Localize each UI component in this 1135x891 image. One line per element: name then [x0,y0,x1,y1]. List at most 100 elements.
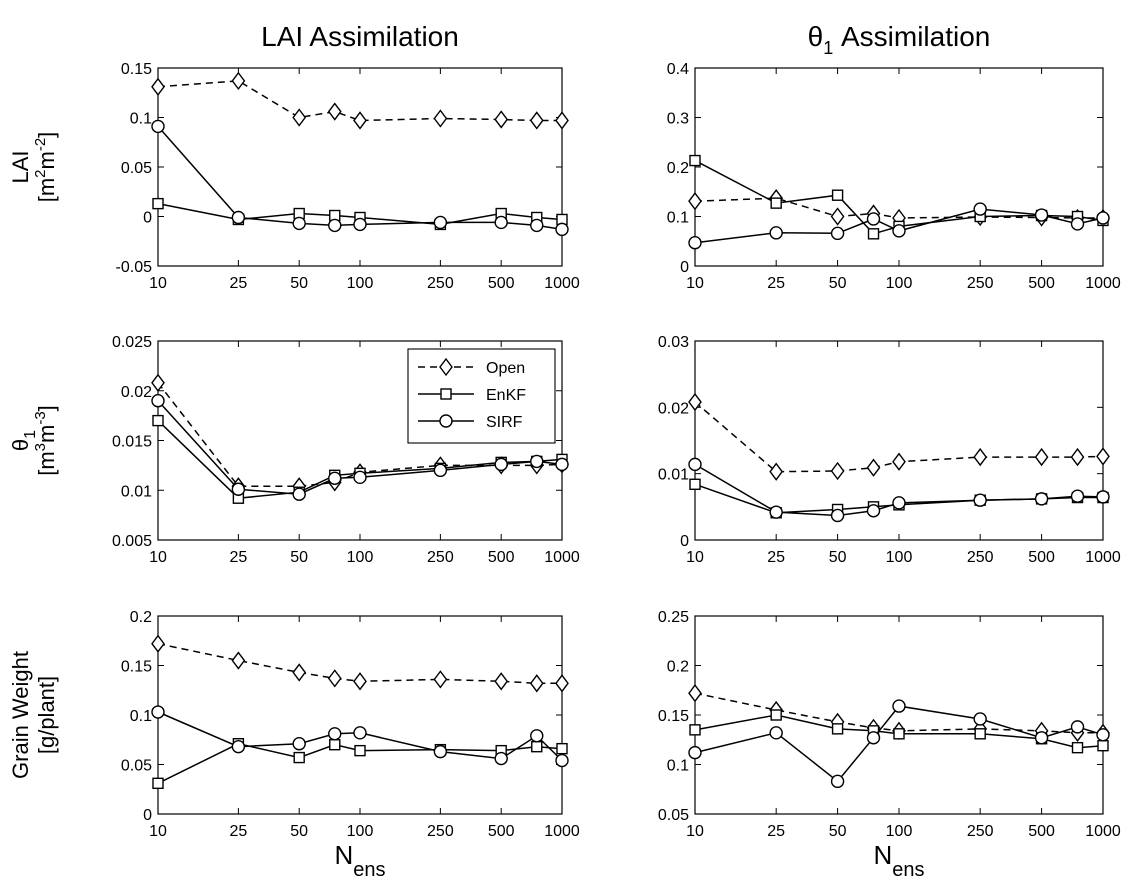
data-point-open [151,634,165,653]
data-point-open [1070,447,1085,467]
x-tick-label: 25 [229,275,247,292]
data-point-enkf [770,197,782,209]
data-point-enkf [867,228,880,240]
data-point-sirf [830,774,845,789]
data-point-open [494,110,509,129]
data-point-sirf [769,726,783,740]
x-tick-label: 250 [427,275,454,292]
legend-box [407,348,556,444]
data-point-enkf [831,723,844,735]
panel-r2-c2: 10 25 50 100 250 500 1000 0 0.01 0.02 0.03 [658,334,1121,566]
data-point-open [830,207,845,226]
y-tick-label: 0.2 [130,609,152,626]
legend-marker-sirf [439,414,453,428]
data-point-sirf [769,505,783,519]
data-point-sirf [1034,731,1049,745]
x-tick-label: 100 [347,823,374,840]
axes-box [157,615,563,815]
y-label-line1: LAI [8,150,33,183]
data-point-sirf [151,705,165,719]
data-point-open [830,461,845,481]
x-tick-label: 250 [427,823,454,840]
x-tick-label: 1000 [1085,275,1121,292]
data-point-sirf [866,212,881,226]
data-point-sirf [555,222,569,237]
data-point-open [529,674,544,693]
data-point-enkf [329,739,341,751]
data-point-sirf [1096,490,1110,504]
data-point-sirf [1096,728,1110,742]
x-tick-label: 10 [149,549,167,566]
data-point-open [231,651,246,670]
panel-r1-c2: 10 25 50 100 250 500 1000 0 0.1 0.2 0.3 0.4 [667,61,1121,292]
data-point-sirf [353,217,367,232]
panel-r3-c2: 10 25 50 100 250 500 1000 0.05 0.1 0.15 0.2 0.25 [658,609,1121,840]
data-point-open [292,663,307,682]
x-tick-label: 500 [1028,275,1055,292]
data-point-sirf [973,493,987,507]
data-point-open [1034,447,1049,467]
data-point-enkf [974,728,986,740]
y-tick-label: 0 [143,807,152,824]
data-point-sirf [830,226,845,241]
data-point-open [769,462,784,481]
x-tick-label: 1000 [1085,823,1121,840]
y-axis-label: LAI[m2m-2] [8,132,59,203]
data-point-sirf [328,471,342,486]
data-point-sirf [892,699,906,713]
data-point-sirf [433,744,448,759]
y-tick-label: 0.15 [658,708,689,725]
data-point-enkf [152,414,164,427]
data-point-sirf [231,210,246,225]
x-tick-label: 100 [886,823,913,840]
x-tick-label: 25 [767,275,785,292]
panel-r1-c1: 10 25 50 100 250 500 1000 -0.05 0 0.05 0.1 0.15 [116,61,580,292]
y-label-line1: θ1 [8,430,39,451]
data-point-sirf [866,731,881,745]
x-axis-label: Nens [873,840,924,881]
y-tick-label: 0.02 [658,400,689,417]
y-tick-label: 0.01 [121,483,152,500]
panel-r3-c1: 10 25 50 100 250 500 1000 0 0.05 0.1 0.15 0.2 [121,609,580,840]
data-point-sirf [1070,217,1085,231]
data-point-sirf [151,394,165,408]
data-point-sirf [292,487,306,501]
x-tick-label: 25 [229,823,247,840]
y-tick-label: 0.015 [112,434,152,451]
y-tick-label: 0.15 [121,659,152,676]
data-point-open [433,109,448,128]
x-tick-label: 10 [686,275,704,292]
data-point-sirf [769,226,783,240]
data-point-open [973,447,988,467]
x-tick-label: 1000 [544,549,580,566]
legend-label-enkf: EnKF [486,387,526,404]
legend: Open EnKF SIRF [407,348,556,444]
x-tick-label: 10 [686,823,704,840]
y-tick-label: 0.4 [667,61,689,78]
x-tick-label: 500 [488,549,515,566]
x-tick-label: 250 [967,549,994,566]
y-axis-label: Grain Weight [g/plant] [8,651,59,779]
x-tick-label: 250 [967,823,994,840]
x-tick-label: 100 [347,549,374,566]
y-tick-label: 0 [143,210,152,227]
data-point-enkf [1071,741,1084,754]
data-point-sirf [353,470,367,485]
y-tick-label: 0 [680,259,689,276]
x-tick-label: 250 [967,275,994,292]
y-tick-label: 0.2 [667,659,689,676]
data-point-open [892,452,906,471]
x-tick-label: 50 [290,823,308,840]
y-axis-label: θ1[m3m-3] [8,405,59,476]
data-point-sirf [494,751,508,766]
data-point-open [688,392,702,412]
x-tick-label: 25 [767,823,785,840]
data-point-sirf [830,508,845,523]
x-tick-label: 500 [488,823,515,840]
data-point-enkf [831,189,844,201]
x-tick-label: 500 [488,275,515,292]
x-tick-label: 500 [1028,549,1055,566]
data-point-open [433,670,448,689]
data-point-open [688,191,702,211]
